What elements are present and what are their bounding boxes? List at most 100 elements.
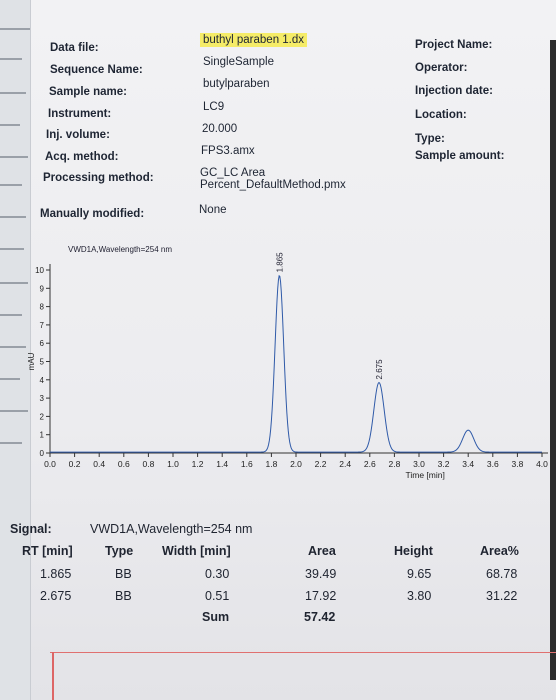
col-header-area: Area — [308, 544, 336, 558]
y-tick-label: 10 — [35, 266, 44, 275]
page-edge-mark — [52, 652, 54, 700]
sum-label: Sum — [202, 610, 230, 624]
y-tick-label: 4 — [40, 376, 45, 385]
col-header-width: Width [min] — [162, 544, 231, 558]
x-tick-label: 1.0 — [167, 459, 179, 469]
x-tick-label: 1.4 — [216, 459, 228, 469]
strip-tick — [0, 248, 24, 250]
sample-name-label: Sample name: — [49, 86, 127, 98]
data-file-value: buthyl paraben 1.dx — [200, 33, 308, 47]
x-tick-label: 3.4 — [462, 459, 474, 469]
table-cell: 0.30 — [205, 567, 230, 581]
x-axis-label: Time [min] — [405, 470, 444, 480]
strip-tick — [0, 156, 28, 158]
strip-tick — [0, 184, 22, 186]
table-cell: 3.80 — [407, 589, 432, 603]
x-tick-label: 2.6 — [364, 459, 376, 469]
injection-date-label: Injection date: — [415, 85, 493, 97]
signal-trace — [50, 274, 542, 453]
acq-method-value: FPS3.amx — [201, 145, 255, 157]
strip-tick — [0, 378, 20, 380]
chromatogram: 0 1 2 3 4 5 6 7 8 9 10 0.0 0.2 0.4 0.6 0.8 1.0 1.2 1.4 1.6 1… — [20, 230, 556, 490]
sum-area: 57.42 — [304, 610, 336, 624]
x-tick-label: 3.6 — [487, 459, 499, 469]
table-cell: 1.865 — [40, 567, 72, 581]
col-header-area-pct: Area% — [480, 544, 519, 558]
strip-tick — [0, 124, 20, 126]
strip-tick — [0, 442, 22, 444]
table-cell: 31.22 — [486, 589, 518, 603]
x-tick-label: 2.8 — [388, 459, 400, 469]
strip-tick — [0, 410, 28, 412]
table-cell: 2.675 — [40, 589, 72, 603]
sample-name-value: butylparaben — [203, 78, 270, 90]
manually-modified-label: Manually modified: — [40, 208, 145, 220]
table-cell: 9.65 — [407, 567, 432, 581]
x-tick-label: 1.8 — [265, 459, 277, 469]
instrument-label: Instrument: — [48, 108, 112, 120]
x-tick-label: 0.6 — [118, 459, 130, 469]
x-tick-label: 0.4 — [93, 459, 105, 469]
type-label: Type: — [415, 133, 445, 145]
y-tick-label: 2 — [40, 412, 45, 421]
page-edge-line — [50, 652, 556, 653]
chromatogram-svg: 0 1 2 3 4 5 6 7 8 9 10 0.0 0.2 0.4 0.6 0.8 1.0 1.2 1.4 1.6 1… — [27, 245, 548, 480]
processing-method-label: Processing method: — [43, 172, 154, 184]
chart-title: VWD1A,Wavelength=254 nm — [68, 245, 172, 254]
x-tick-label: 3.2 — [438, 459, 450, 469]
table-cell: BB — [115, 567, 132, 581]
strip-tick — [0, 92, 26, 94]
manually-modified-value: None — [199, 204, 227, 216]
strip-tick — [0, 216, 26, 218]
instrument-value: LC9 — [203, 101, 225, 113]
peak-label: 2.675 — [375, 359, 384, 380]
col-header-height: Height — [394, 544, 433, 558]
table-cell: 0.51 — [205, 589, 230, 603]
y-tick-label: 0 — [40, 449, 45, 458]
col-header-rt: RT [min] — [22, 544, 73, 558]
x-tick-label: 3.0 — [413, 459, 425, 469]
operator-label: Operator: — [415, 62, 468, 74]
inj-volume-value: 20.000 — [202, 123, 238, 135]
sequence-name-label: Sequence Name: — [50, 64, 143, 76]
table-cell: 39.49 — [305, 567, 337, 581]
processing-method-value-line2: Percent_DefaultMethod.pmx — [200, 179, 346, 191]
x-tick-label: 4.0 — [536, 459, 548, 469]
y-tick-label: 7 — [40, 321, 45, 330]
peak-label: 1.865 — [275, 252, 284, 273]
x-tick-label: 0.2 — [69, 459, 81, 469]
strip-tick — [0, 282, 28, 284]
binder-strip — [0, 0, 31, 700]
signal-label: Signal: — [10, 522, 52, 536]
strip-tick — [0, 28, 30, 30]
location-label: Location: — [415, 109, 467, 121]
x-tick-label: 1.2 — [192, 459, 204, 469]
project-name-label: Project Name: — [415, 39, 493, 51]
strip-tick — [0, 346, 26, 348]
sequence-name-value: SingleSample — [203, 56, 274, 68]
page-edge-shadow — [550, 40, 556, 680]
strip-tick — [0, 314, 22, 316]
sample-amount-label: Sample amount: — [415, 150, 505, 162]
inj-volume-label: Inj. volume: — [46, 129, 110, 141]
y-tick-label: 3 — [40, 394, 45, 403]
x-tick-label: 0.8 — [142, 459, 154, 469]
y-tick-label: 8 — [40, 303, 45, 312]
x-tick-label: 2.0 — [290, 459, 302, 469]
y-tick-label: 9 — [40, 284, 45, 293]
y-tick-label: 6 — [40, 339, 45, 348]
x-tick-label: 1.6 — [241, 459, 253, 469]
y-tick-label: 1 — [40, 431, 45, 440]
data-file-label: Data file: — [50, 42, 99, 54]
table-cell: 68.78 — [486, 567, 518, 581]
y-tick-label: 5 — [40, 358, 45, 367]
acq-method-label: Acq. method: — [45, 151, 119, 163]
x-tick-label: 2.2 — [315, 459, 327, 469]
col-header-type: Type — [105, 544, 134, 558]
processing-method-value-line1: GC_LC Area — [200, 167, 266, 179]
x-tick-label: 0.0 — [44, 459, 56, 469]
table-cell: BB — [115, 589, 132, 603]
y-axis-label: mAU — [27, 352, 36, 370]
signal-value: VWD1A,Wavelength=254 nm — [90, 522, 253, 536]
